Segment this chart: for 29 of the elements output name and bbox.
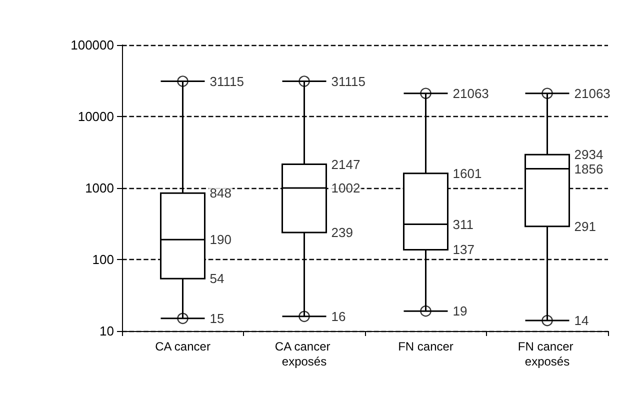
x-tick-label: FN cancer exposés — [518, 340, 577, 368]
annotation: 239 — [331, 224, 353, 240]
annotation: 1856 — [574, 161, 604, 176]
annotation: 31115 — [210, 74, 244, 89]
annotation: 2147 — [331, 156, 360, 172]
annotation: 2934 — [574, 147, 604, 162]
annotation: 15 — [210, 310, 224, 326]
annotation: 21063 — [452, 86, 489, 101]
x-tick-label: CA cancer — [155, 340, 210, 354]
annotation: 291 — [574, 218, 596, 234]
x-tick-label: FN cancer — [398, 340, 454, 354]
annotation: 190 — [210, 232, 232, 248]
y-tick-label: 100000 — [70, 38, 114, 52]
annotation: 311 — [452, 216, 474, 232]
annotation: 14 — [574, 313, 589, 328]
annotation: 16 — [331, 308, 346, 324]
annotation: 19 — [452, 304, 468, 319]
y-tick-label: 10 — [100, 324, 114, 338]
annotation: 1002 — [331, 180, 360, 196]
y-tick-label: 100 — [92, 252, 114, 267]
annotation: 137 — [452, 242, 474, 258]
y-tick-label: 1000 — [85, 180, 114, 196]
annotation: 1601 — [452, 166, 482, 181]
x-tick-label: CA cancer exposés — [274, 340, 334, 368]
annotation: 54 — [210, 271, 224, 286]
annotation: 848 — [210, 186, 232, 201]
annotation: 21063 — [574, 86, 610, 101]
annotation: 31115 — [331, 74, 366, 89]
y-tick-label: 10000 — [78, 109, 114, 124]
